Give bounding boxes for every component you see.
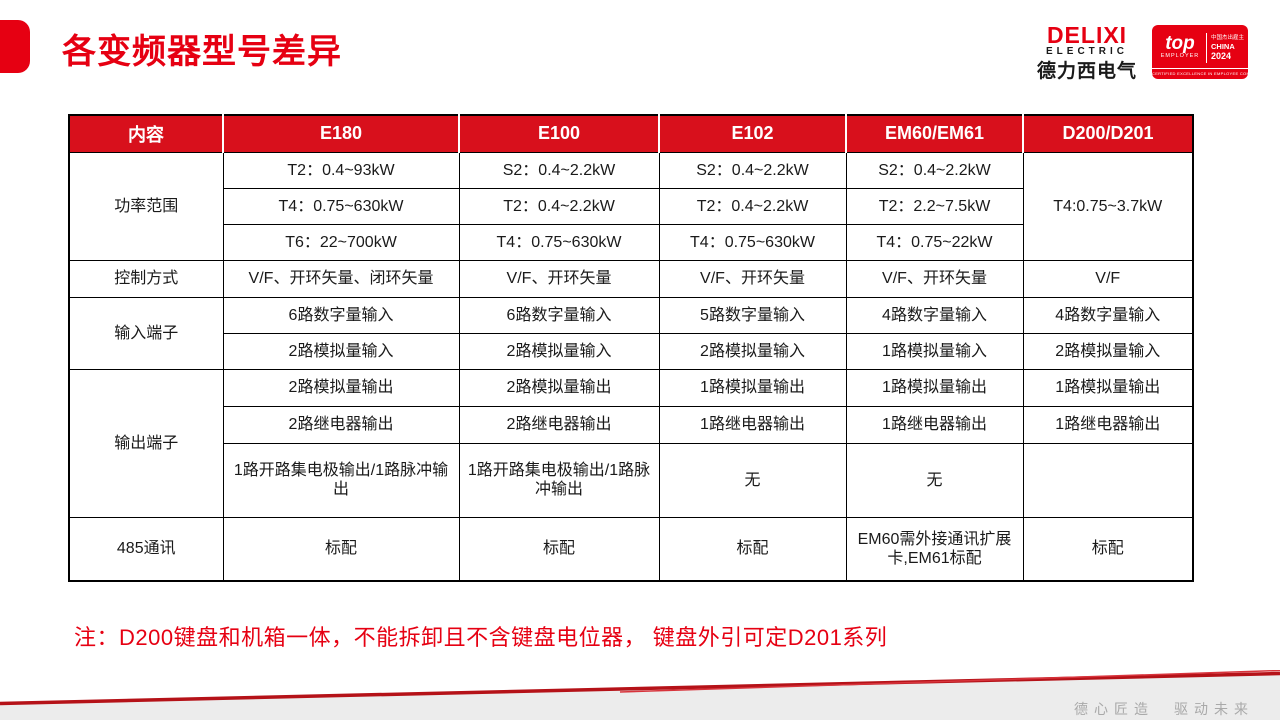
table-cell: T4：0.75~630kW (658, 223, 847, 261)
col-header-d200-d201: D200/D201 (1023, 115, 1194, 152)
table-cell: 标配 (458, 516, 660, 582)
top-employer-badge-right: 中国杰出雇主 CHINA 2024 (1211, 35, 1244, 61)
delixi-logo-chinese: 德力西电气 (1036, 61, 1137, 82)
badge-certification-strip: CERTIFIED EXCELLENCE IN EMPLOYEE CONDITI… (1152, 68, 1248, 79)
table-cell: 1路继电器输出 (1022, 405, 1194, 444)
table-cell: 1路继电器输出 (658, 405, 847, 444)
top-employer-badge-main: top EMPLOYER 中国杰出雇主 CHINA 2024 (1152, 25, 1248, 68)
table-cell: 1路开路集电极输出/1路脉冲输出 (222, 442, 460, 518)
footnote: 注：D200键盘和机箱一体，不能拆卸且不含键盘电位器， 键盘外引可定D201系列 (74, 625, 888, 650)
table-cell: 1路继电器输出 (845, 405, 1024, 444)
table-row: 功率范围 T2：0.4~93kW S2：0.4~2.2kW S2：0.4~2.2… (68, 151, 1194, 261)
table-cell: 1路开路集电极输出/1路脉冲输出 (458, 442, 660, 518)
table-cell: V/F、开环矢量、闭环矢量 (222, 259, 460, 298)
table-row: 2路继电器输出 2路继电器输出 1路继电器输出 1路继电器输出 1路继电器输出 (69, 405, 1194, 444)
table-cell (1022, 442, 1194, 518)
table-cell: 标配 (222, 516, 460, 582)
top-employer-badge: top EMPLOYER 中国杰出雇主 CHINA 2024 CERTIFIED… (1152, 25, 1248, 79)
table-row: T4：0.75~630kW T2：0.4~2.2kW T2：0.4~2.2kW … (69, 187, 1193, 225)
table-cell: T2：0.4~2.2kW (458, 187, 660, 225)
table-row: 输出端子 2路模拟量输出 2路模拟量输出 1路模拟量输出 1路模拟量输出 1路模… (68, 368, 1194, 518)
table-cell: V/F、开环矢量 (658, 259, 847, 298)
table-cell: 无 (658, 442, 847, 518)
table-cell: S2：0.4~2.2kW (658, 151, 847, 189)
badge-divider (1206, 32, 1207, 63)
top-employer-badge-left: top EMPLOYER (1158, 33, 1202, 60)
footer-swoosh (0, 670, 1280, 720)
table-cell: T2：0.4~93kW (222, 151, 460, 189)
row-label-output-terminals: 输出端子 (68, 368, 224, 518)
table-row: 2路模拟量输入 2路模拟量输入 2路模拟量输入 1路模拟量输入 2路模拟量输入 (69, 332, 1194, 370)
col-header-em60-em61: EM60/EM61 (846, 115, 1024, 152)
table-cell: 无 (845, 442, 1024, 518)
row-label-control-mode: 控制方式 (68, 259, 224, 298)
table-cell: EM60需外接通讯扩展卡,EM61标配 (845, 516, 1024, 582)
table-cell: T2：0.4~2.2kW (658, 187, 847, 225)
delixi-logo-electric: ELECTRIC (1046, 46, 1128, 57)
table-cell: 2路模拟量输入 (458, 332, 660, 370)
table-cell: T2：2.2~7.5kW (845, 187, 1024, 225)
table-row: 485通讯 标配 标配 标配 EM60需外接通讯扩展卡,EM61标配 标配 (68, 516, 1194, 582)
table-cell: 2路模拟量输出 (458, 368, 660, 407)
table-cell: 标配 (658, 516, 847, 582)
table-row: 1路开路集电极输出/1路脉冲输出 1路开路集电极输出/1路脉冲输出 无 无 (69, 442, 1194, 518)
table-cell: 6路数字量输入 (458, 296, 660, 334)
comparison-table: 内容 E180 E100 E102 EM60/EM61 D200/D201 功率… (68, 114, 1194, 582)
table-cell: 2路模拟量输入 (222, 332, 460, 370)
table-cell: 2路模拟量输入 (658, 332, 847, 370)
page-title: 各变频器型号差异 (62, 33, 342, 71)
table-cell: S2：0.4~2.2kW (845, 151, 1024, 189)
col-header-content: 内容 (69, 115, 224, 152)
table-cell: V/F、开环矢量 (458, 259, 660, 298)
table-row: 控制方式 V/F、开环矢量、闭环矢量 V/F、开环矢量 V/F、开环矢量 V/F… (68, 259, 1194, 298)
table-cell: 1路模拟量输出 (1022, 368, 1194, 407)
delixi-logo: DELIXI ELECTRIC 德力西电气 (1036, 24, 1138, 84)
table-cell: V/F (1022, 259, 1194, 298)
row-label-input-terminals: 输入端子 (68, 296, 224, 370)
table-cell: 5路数字量输入 (658, 296, 847, 334)
table-cell: 6路数字量输入 (222, 296, 460, 334)
table-cell: 1路模拟量输出 (845, 368, 1024, 407)
table-cell: T6：22~700kW (222, 223, 460, 261)
table-cell: 2路继电器输出 (222, 405, 460, 444)
table-cell: 2路继电器输出 (458, 405, 660, 444)
table-cell: 1路模拟量输出 (658, 368, 847, 407)
row-label-power-range: 功率范围 (68, 151, 224, 261)
table-row: T6：22~700kW T4：0.75~630kW T4：0.75~630kW … (69, 223, 1193, 261)
table-cell: 标配 (1022, 516, 1194, 582)
top-employer-label: EMPLOYER (1160, 53, 1200, 59)
col-header-e102: E102 (659, 115, 847, 152)
col-header-e180: E180 (223, 115, 460, 152)
table-cell-d200-power: T4:0.75~3.7kW (1022, 151, 1194, 261)
table-cell: V/F、开环矢量 (845, 259, 1024, 298)
col-header-e100: E100 (459, 115, 660, 152)
top-employer-logo-text: top (1165, 33, 1195, 54)
table-cell: T4：0.75~630kW (458, 223, 660, 261)
table-cell: 1路模拟量输入 (845, 332, 1024, 370)
table-cell: S2：0.4~2.2kW (458, 151, 660, 189)
table-row: 输入端子 6路数字量输入 6路数字量输入 5路数字量输入 4路数字量输入 4路数… (68, 296, 1194, 370)
badge-country-label: CHINA (1211, 41, 1235, 51)
footer-slogan: 德心匠造 驱动未来 (1074, 701, 1254, 717)
table-cell: 4路数字量输入 (845, 296, 1024, 334)
table-header-row: 内容 E180 E100 E102 EM60/EM61 D200/D201 (69, 115, 1194, 152)
badge-chinese-label: 中国杰出雇主 (1211, 34, 1245, 41)
title-accent-bar (0, 20, 30, 73)
badge-year-label: 2024 (1211, 50, 1232, 61)
table-cell: T4：0.75~22kW (845, 223, 1024, 261)
table-cell: 2路模拟量输出 (222, 368, 460, 407)
table-cell: 2路模拟量输入 (1022, 332, 1194, 370)
delixi-logo-wordmark: DELIXI (1046, 22, 1128, 48)
row-label-485-comm: 485通讯 (68, 516, 224, 582)
table-cell: 4路数字量输入 (1022, 296, 1194, 334)
table-cell: T4：0.75~630kW (222, 187, 460, 225)
